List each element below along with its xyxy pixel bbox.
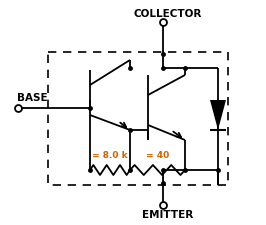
Text: EMITTER: EMITTER <box>142 210 194 220</box>
Bar <box>48 52 228 185</box>
Text: BASE: BASE <box>17 93 47 103</box>
Text: = 8.0 k: = 8.0 k <box>92 151 128 160</box>
Polygon shape <box>210 100 226 130</box>
Text: COLLECTOR: COLLECTOR <box>134 9 202 19</box>
Text: = 40: = 40 <box>146 151 169 160</box>
